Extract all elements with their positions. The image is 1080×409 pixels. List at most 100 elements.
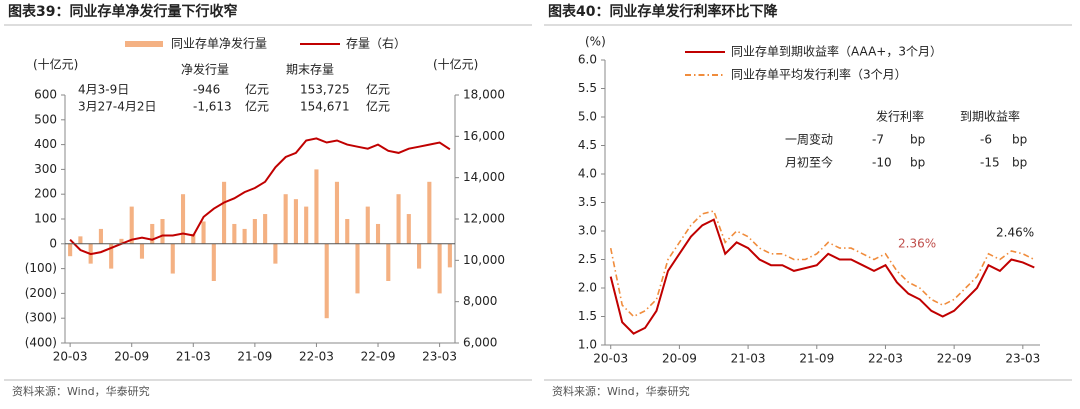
table-cell: -10 bbox=[872, 156, 892, 170]
legend-label: 同业存单净发行量 bbox=[171, 36, 267, 51]
y-tick-label: 1.0 bbox=[578, 338, 597, 352]
bar bbox=[68, 243, 73, 257]
bar bbox=[273, 243, 278, 264]
y2-tick-label: 12,000 bbox=[463, 212, 505, 226]
bar bbox=[293, 199, 298, 244]
bar bbox=[109, 243, 114, 269]
bar bbox=[150, 223, 155, 244]
bar bbox=[78, 236, 83, 244]
bar bbox=[375, 223, 381, 244]
bar bbox=[365, 206, 370, 244]
x-tick-label: 22-03 bbox=[868, 352, 903, 366]
y-tick-label: 3.5 bbox=[578, 195, 597, 209]
bar bbox=[191, 233, 196, 244]
legend-label: 存量（右） bbox=[346, 36, 406, 51]
table-cell: bp bbox=[1012, 133, 1027, 147]
bar bbox=[201, 221, 206, 244]
x-tick-label: 23-03 bbox=[422, 350, 457, 364]
table-header: 净发行量 bbox=[181, 62, 229, 77]
table-cell: 亿元 bbox=[245, 99, 269, 114]
legend-swatch bbox=[125, 41, 163, 47]
bar bbox=[437, 243, 442, 294]
x-tick-label: 20-03 bbox=[593, 352, 628, 366]
y2-tick-label: 14,000 bbox=[463, 170, 505, 184]
table-cell: 亿元 bbox=[366, 99, 390, 114]
legend-label: 同业存单到期收益率（AAA+，3个月） bbox=[731, 44, 942, 59]
series-line bbox=[69, 137, 451, 256]
y-tick-label: 1.5 bbox=[578, 309, 597, 323]
bar bbox=[427, 181, 432, 244]
y2-tick-label: 18,000 bbox=[463, 88, 505, 102]
bar bbox=[119, 238, 124, 244]
bar bbox=[396, 194, 401, 244]
table-cell: -946 bbox=[193, 83, 220, 97]
table-header: 到期收益率 bbox=[960, 109, 1020, 124]
series-line bbox=[609, 210, 1035, 318]
table-cell: 154,671 bbox=[300, 100, 350, 114]
y-tick-label: (200) bbox=[25, 286, 57, 300]
bar bbox=[170, 243, 175, 274]
table-cell: 153,725 bbox=[300, 83, 350, 97]
x-tick-label: 22-09 bbox=[937, 352, 972, 366]
bar bbox=[232, 223, 237, 244]
y2-unit-label: (十亿元) bbox=[433, 57, 478, 72]
bar bbox=[447, 243, 452, 268]
annotation: 2.36% bbox=[898, 237, 936, 251]
x-tick-label: 21-09 bbox=[237, 350, 272, 364]
table-cell: 一周变动 bbox=[785, 132, 833, 147]
bar bbox=[98, 228, 103, 244]
y-tick-label: 5.5 bbox=[578, 81, 597, 95]
bar bbox=[386, 243, 391, 281]
bar bbox=[263, 214, 268, 244]
bar bbox=[211, 243, 216, 281]
x-tick-label: 20-09 bbox=[662, 352, 697, 366]
y-tick-label: (400) bbox=[25, 336, 57, 350]
y-tick-label: 3.0 bbox=[578, 224, 597, 238]
y-unit-label: (十亿元) bbox=[33, 57, 78, 72]
x-tick-label: 20-09 bbox=[114, 350, 149, 364]
x-tick-label: 22-09 bbox=[361, 350, 396, 364]
table-cell: -6 bbox=[980, 133, 992, 147]
y-tick-label: (100) bbox=[25, 261, 57, 275]
bar bbox=[252, 219, 257, 244]
y-tick-label: 4.0 bbox=[578, 167, 597, 181]
source: 资料来源：Wind，华泰研究 bbox=[12, 384, 150, 398]
y2-tick-label: 6,000 bbox=[463, 336, 497, 350]
bar bbox=[180, 194, 186, 244]
y-tick-label: 300 bbox=[34, 162, 57, 176]
bar bbox=[283, 194, 288, 244]
x-tick-label: 23-03 bbox=[1005, 352, 1040, 366]
bar bbox=[334, 181, 340, 244]
table-cell: 月初至今 bbox=[785, 155, 833, 170]
legend-label: 同业存单平均发行利率（3个月） bbox=[731, 67, 907, 82]
chart-title: 图表39：同业存单净发行量下行收窄 bbox=[8, 3, 237, 20]
x-tick-label: 21-09 bbox=[799, 352, 834, 366]
bar bbox=[406, 214, 411, 244]
table-cell: 亿元 bbox=[245, 82, 269, 97]
y-tick-label: 400 bbox=[34, 137, 57, 151]
table-header: 期末存量 bbox=[286, 63, 334, 77]
bar bbox=[355, 243, 360, 294]
y-tick-label: 5.0 bbox=[578, 110, 597, 124]
y-tick-label: 100 bbox=[34, 212, 57, 226]
bar bbox=[417, 243, 422, 269]
y-tick-label: 200 bbox=[34, 187, 57, 201]
y-tick-label: 2.5 bbox=[578, 252, 597, 266]
x-tick-label: 22-03 bbox=[299, 350, 334, 364]
table-cell: 3月27-4月2日 bbox=[78, 100, 157, 114]
table-header: 发行利率 bbox=[876, 109, 924, 124]
bar bbox=[324, 243, 329, 319]
bar bbox=[222, 181, 227, 244]
bar bbox=[304, 206, 309, 244]
y-unit-label: (%) bbox=[585, 35, 606, 49]
table-cell: 4月3-9日 bbox=[78, 83, 129, 97]
y-tick-label: 6.0 bbox=[578, 53, 597, 67]
x-tick-label: 21-03 bbox=[176, 350, 211, 364]
bar bbox=[242, 228, 247, 244]
bar bbox=[345, 219, 350, 244]
x-tick-label: 21-03 bbox=[731, 352, 766, 366]
annotation: 2.46% bbox=[996, 226, 1034, 240]
x-tick-label: 20-03 bbox=[53, 350, 88, 364]
table-cell: -1,613 bbox=[193, 100, 232, 114]
